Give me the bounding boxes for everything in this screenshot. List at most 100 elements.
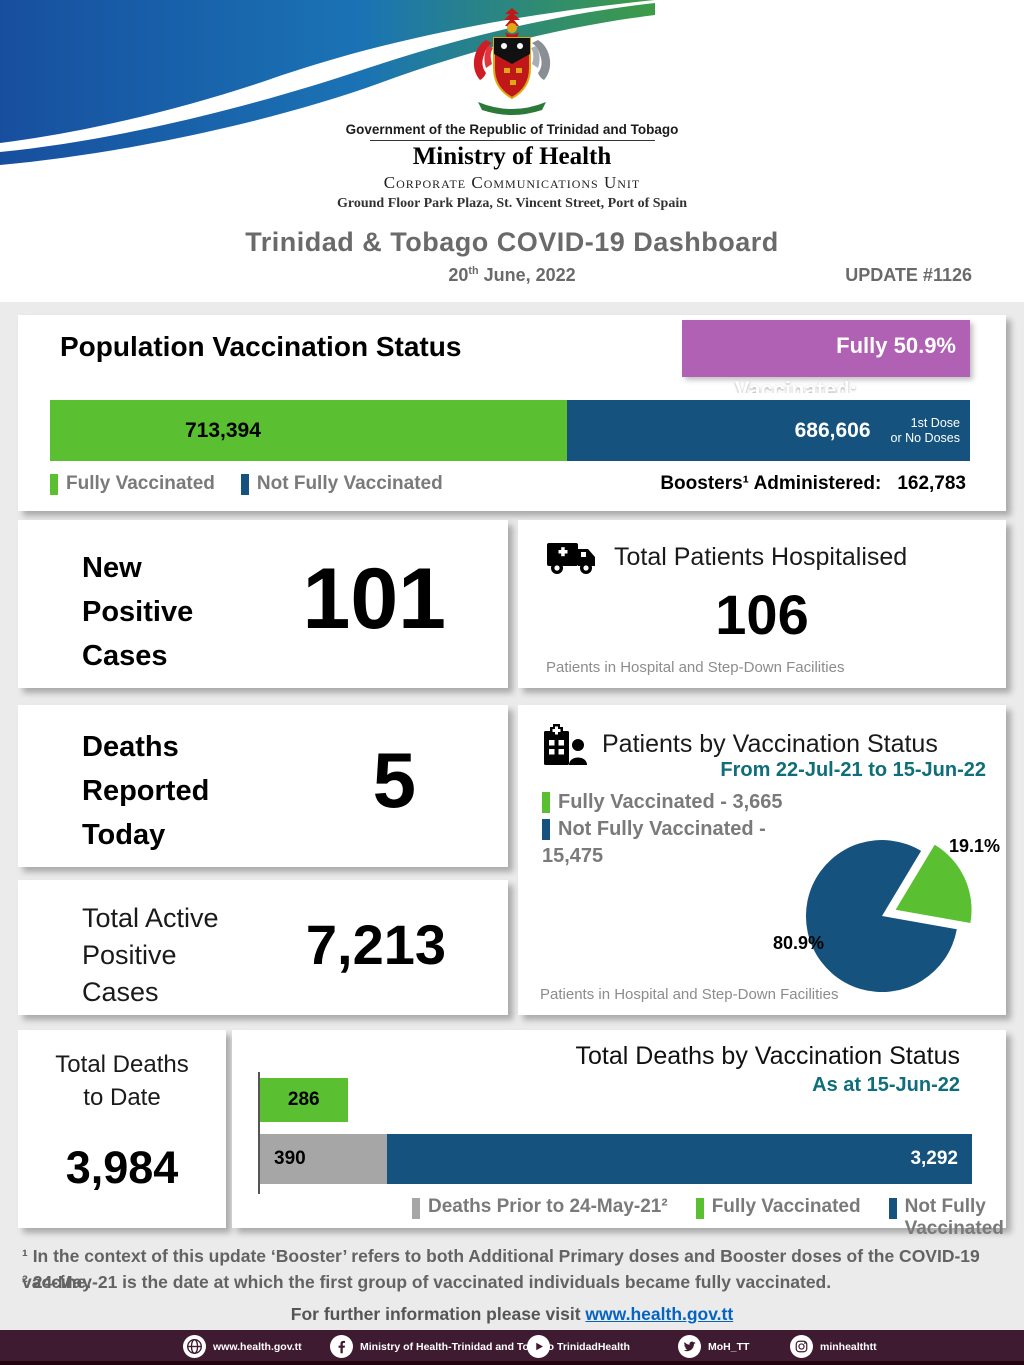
total-deaths-value: 3,984 (65, 1142, 179, 1193)
bar-row-combined: 390 3,292 (260, 1134, 972, 1184)
legend-fully-label: Fully Vaccinated (711, 1196, 861, 1217)
active-cases-card: Total Active Positive Cases 7,213 (18, 880, 508, 1015)
date-rest: June, 2022 (478, 265, 576, 285)
coat-of-arms (473, 8, 551, 115)
footer-label: MoH_TT (708, 1340, 750, 1353)
patients-by-vaccination-card: Patients by Vaccination Status From 22-J… (518, 705, 1006, 1015)
blue-tick-icon (240, 473, 249, 495)
legend-fully-vaccinated: Fully Vaccinated (695, 1196, 861, 1219)
hospitalised-label: Total Patients Hospitalised (614, 542, 908, 571)
label-line: Total Active (82, 903, 219, 933)
communications-unit: Corporate Communications Unit (383, 173, 641, 192)
globe-icon (183, 1335, 206, 1358)
green-tick-icon (542, 792, 550, 813)
vaccination-heading: Population Vaccination Status (60, 331, 462, 362)
deaths-chart-legend: Deaths Prior to 24-May-21² Fully Vaccina… (412, 1196, 1004, 1240)
label-line: Positive (82, 940, 177, 970)
patients-status-period: From 22-Jul-21 to 15-Jun-22 (720, 759, 986, 781)
not-fully-vaccinated-bar: 686,606 1st Dose or No Doses (567, 400, 970, 461)
bar-deaths-prior: 390 (260, 1134, 387, 1184)
footnotes: ¹ In the context of this update ‘Booster… (22, 1243, 980, 1295)
instagram-icon (790, 1335, 813, 1358)
footer-bar: www.health.gov.tt Ministry of Health-Tri… (0, 1330, 1024, 1365)
deaths-today-card: Deaths Reported Today 5 (18, 705, 508, 867)
deaths-today-value: 5 (372, 736, 416, 824)
pie-green-percent: 19.1% (948, 836, 1000, 856)
info-line: For further information please visit www… (0, 1304, 1024, 1325)
hospitalised-footnote: Patients in Hospital and Step-Down Facil… (546, 659, 845, 676)
active-cases-label: Total Active Positive Cases (82, 900, 219, 1011)
footer-item-website[interactable]: www.health.gov.tt (183, 1335, 302, 1358)
fully-vaccinated-badge: Fully 50.9% (682, 320, 970, 377)
legend-not-fully-vaccinated: Not Fully Vaccinated (240, 473, 443, 495)
active-cases-value: 7,213 (305, 913, 446, 976)
total-deaths-card: Total Deaths to Date 3,984 (18, 1030, 226, 1228)
footnote-date: ² 24-May-21 is the date at which the fir… (22, 1272, 832, 1292)
blue-tick-icon (542, 819, 550, 840)
legend-deaths-prior: Deaths Prior to 24-May-21² (412, 1196, 668, 1219)
green-tick-icon (50, 473, 58, 495)
boosters-label: Boosters¹ Administered: (660, 473, 882, 494)
boosters-value: 162,783 (897, 473, 966, 494)
new-cases-label: New Positive Cases (82, 546, 193, 678)
label-line: Positive (82, 596, 194, 628)
legend-not-fully-label: Not Fully Vaccinated (904, 1196, 1004, 1239)
facebook-icon (330, 1335, 353, 1358)
page-title: Trinidad & Tobago COVID-19 Dashboard (245, 227, 779, 257)
total-deaths-label: Total Deaths to Date (18, 1048, 226, 1114)
health-gov-link[interactable]: www.health.gov.tt (585, 1304, 734, 1324)
dashboard-date: 20th June, 2022 (0, 265, 1024, 286)
footer-item-facebook[interactable]: Ministry of Health-Trinidad and Tobago (330, 1335, 554, 1358)
bar-fully-vaccinated: 286 (260, 1078, 348, 1122)
legend-fully-vaccinated: Fully Vaccinated (50, 473, 215, 495)
fully-vaccinated-badge-overflow: Vaccinated: (734, 377, 858, 393)
vaccination-stacked-bar: 713,394 686,606 1st Dose or No Doses (50, 400, 970, 461)
population-vaccination-card: Population Vaccination Status Fully 50.9… (18, 315, 1006, 511)
footer-item-youtube[interactable]: TrinidadHealth (527, 1335, 630, 1358)
patients-status-heading: Patients by Vaccination Status (602, 729, 938, 758)
label-line: Cases (82, 977, 159, 1007)
header-divider (369, 140, 655, 141)
label-line: Deaths (82, 731, 179, 763)
boosters-administered: Boosters¹ Administered: 162,783 (660, 473, 966, 495)
legend-not-fully-value: 15,475 (542, 845, 604, 867)
dose-line2: or No Doses (890, 430, 960, 445)
not-fully-vaccinated-value: 686,606 (794, 418, 871, 442)
vaccination-legend: Fully Vaccinated Not Fully Vaccinated (50, 473, 443, 495)
hospitalised-value: 106 (715, 583, 809, 646)
update-number: UPDATE #1126 (845, 265, 972, 285)
fully-vaccinated-bar: 713,394 (50, 400, 568, 461)
legend-deaths-prior-label: Deaths Prior to 24-May-21² (428, 1196, 668, 1217)
pie-blue-percent: 80.9% (773, 933, 825, 953)
first-dose-label: 1st Dose or No Doses (891, 416, 960, 446)
twitter-icon (678, 1335, 701, 1358)
label-line: Cases (82, 640, 168, 672)
hospitalised-card: Total Patients Hospitalised 106 Patients… (518, 520, 1006, 688)
label-line: New (82, 552, 142, 584)
legend-not-fully-label: Not Fully Vaccinated - (558, 818, 766, 840)
deaths-today-label: Deaths Reported Today (82, 725, 209, 857)
legend-fully-label: Fully Vaccinated (66, 473, 215, 494)
patients-status-footnote: Patients in Hospital and Step-Down Facil… (540, 986, 839, 1003)
ambulance-icon (547, 543, 595, 574)
footer-item-twitter[interactable]: MoH_TT (678, 1335, 749, 1358)
footnote-booster: ¹ In the context of this update ‘Booster… (22, 1246, 980, 1292)
label-line: Total Deaths (55, 1051, 189, 1078)
legend-fully-vaccinated: Fully Vaccinated - 3,665 (542, 789, 783, 816)
footer-item-instagram[interactable]: minhealthtt (790, 1335, 877, 1358)
green-tick-icon (695, 1198, 704, 1219)
deaths-by-vaccination-card: Total Deaths by Vaccination Status As at… (232, 1030, 1006, 1239)
legend-not-fully-label: Not Fully Vaccinated (256, 473, 443, 494)
info-text: For further information please visit (290, 1304, 586, 1324)
government-line: Government of the Republic of Trinidad a… (345, 122, 679, 137)
ministry-name: Ministry of Health (412, 143, 612, 170)
date-day: 20 (448, 265, 469, 285)
ministry-address: Ground Floor Park Plaza, St. Vincent Str… (337, 196, 687, 211)
deaths-chart-heading: Total Deaths by Vaccination Status (575, 1042, 960, 1070)
footer-label: www.health.gov.tt (213, 1340, 302, 1353)
bar-not-fully-vaccinated: 3,292 (386, 1134, 972, 1184)
blue-tick-icon (888, 1198, 897, 1219)
label-line: Today (82, 819, 166, 851)
footer-label: Ministry of Health-Trinidad and Tobago (360, 1340, 555, 1353)
ministry-header: Government of the Republic of Trinidad a… (0, 6, 1024, 212)
